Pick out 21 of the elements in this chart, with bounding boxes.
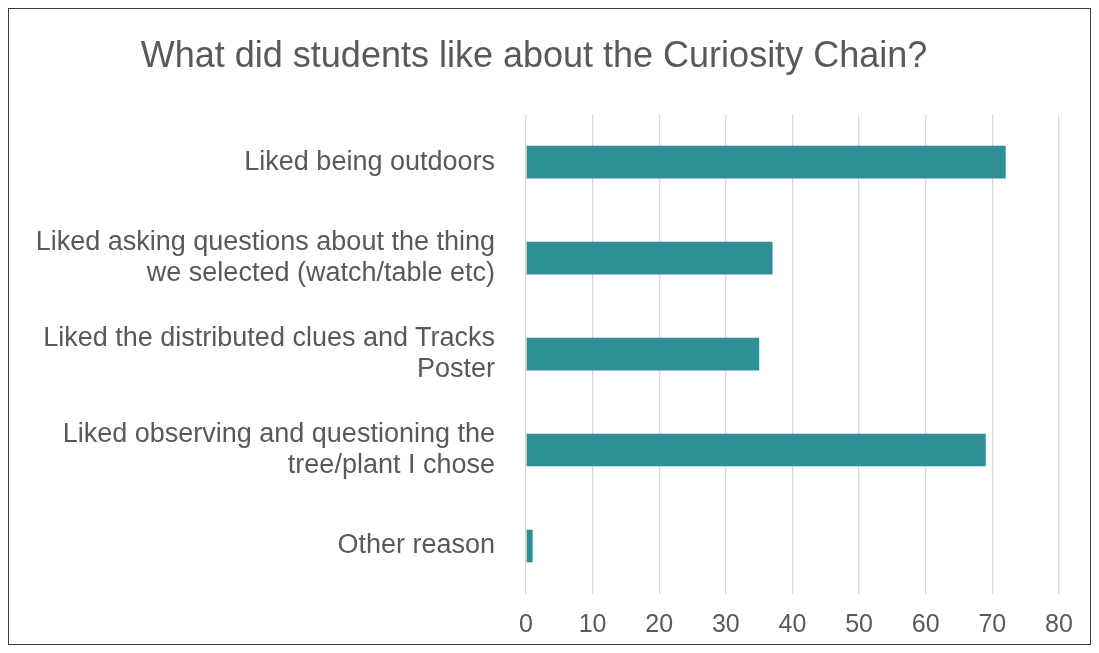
x-tick-label: 80 xyxy=(1045,608,1073,637)
bar xyxy=(526,145,1006,179)
bar xyxy=(526,529,533,563)
x-tick-label: 10 xyxy=(578,608,607,637)
x-tick-label: 0 xyxy=(519,608,533,637)
x-tick-label: 60 xyxy=(911,608,940,637)
y-tick-label: Liked being outdoors xyxy=(244,145,495,176)
x-tick-label: 30 xyxy=(711,608,740,637)
x-tick-label: 40 xyxy=(778,608,807,637)
bar xyxy=(526,337,760,371)
chart-frame: What did students like about the Curiosity Chain? 0 10 20 30 40 50 60 70 80 Liked being outdoors Liked asking questions about the thing we selected (watch/table etc) Liked the distributed clues and Tracks Poster Liked observing and questioning the tree/plant I chose Other reason xyxy=(8,8,1091,645)
bar xyxy=(526,241,773,275)
y-tick-label: Liked asking questions about the thing we selected (watch/table etc) xyxy=(35,226,495,287)
x-tick-label: 70 xyxy=(978,608,1007,637)
y-tick-label: Liked the distributed clues and Tracks Poster xyxy=(43,322,495,383)
bar xyxy=(526,433,986,467)
y-tick-label: Liked observing and questioning the tree/plant I chose xyxy=(62,418,495,479)
chart-title: What did students like about the Curiosity Chain? xyxy=(140,33,928,75)
x-tick-label: 50 xyxy=(845,608,874,637)
x-tick-label: 20 xyxy=(645,608,674,637)
y-tick-label: Other reason xyxy=(337,529,495,560)
